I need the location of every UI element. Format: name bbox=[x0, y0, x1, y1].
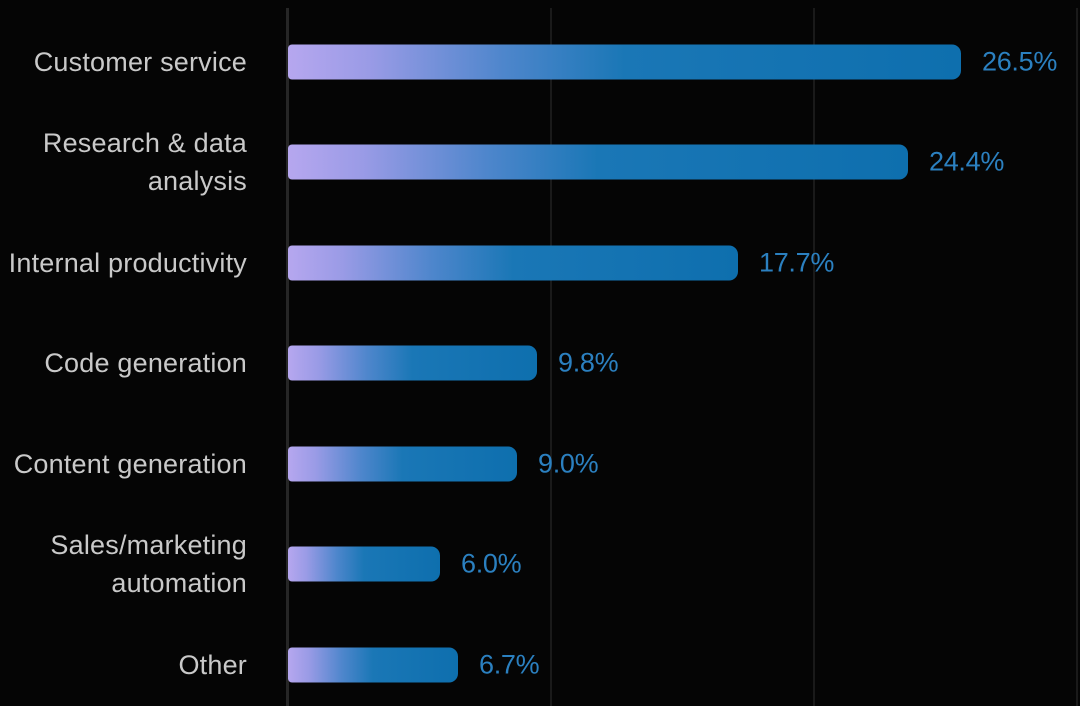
bar bbox=[288, 647, 458, 683]
category-label: Other bbox=[178, 649, 247, 680]
gridline bbox=[813, 8, 815, 706]
value-label: 9.8% bbox=[558, 347, 619, 378]
chart-row: Content generation 9.0% bbox=[0, 414, 1080, 514]
bar bbox=[288, 245, 738, 281]
value-label: 9.0% bbox=[538, 448, 599, 479]
category-label: Customer service bbox=[33, 46, 247, 77]
chart-row: Sales/marketing automation 6.0% bbox=[0, 514, 1080, 614]
category-label: Content generation bbox=[13, 448, 247, 479]
category-label: Sales/marketing automation bbox=[50, 530, 247, 599]
chart-row: Code generation 9.8% bbox=[0, 313, 1080, 413]
category-label: Code generation bbox=[44, 348, 247, 379]
chart-row: Customer service 26.5% bbox=[0, 12, 1080, 112]
bar bbox=[288, 345, 537, 381]
value-label: 26.5% bbox=[982, 46, 1058, 76]
category-label: Research & data analysis bbox=[42, 128, 247, 197]
value-label: 24.4% bbox=[929, 146, 1005, 177]
bar bbox=[288, 546, 440, 582]
chart-row: Internal productivity 17.7% bbox=[0, 213, 1080, 313]
bar bbox=[288, 144, 908, 180]
category-label: Internal productivity bbox=[8, 247, 247, 278]
chart-row: Other 6.7% bbox=[0, 615, 1080, 706]
chart-row: Research & data analysis 24.4% bbox=[0, 112, 1080, 212]
value-label: 6.0% bbox=[461, 548, 522, 579]
axis-line bbox=[286, 8, 289, 706]
value-label: 17.7% bbox=[759, 247, 835, 278]
value-label: 6.7% bbox=[479, 649, 540, 680]
gridline bbox=[1076, 8, 1078, 706]
bar bbox=[288, 44, 961, 79]
bar bbox=[288, 446, 517, 482]
gridline bbox=[550, 8, 552, 706]
